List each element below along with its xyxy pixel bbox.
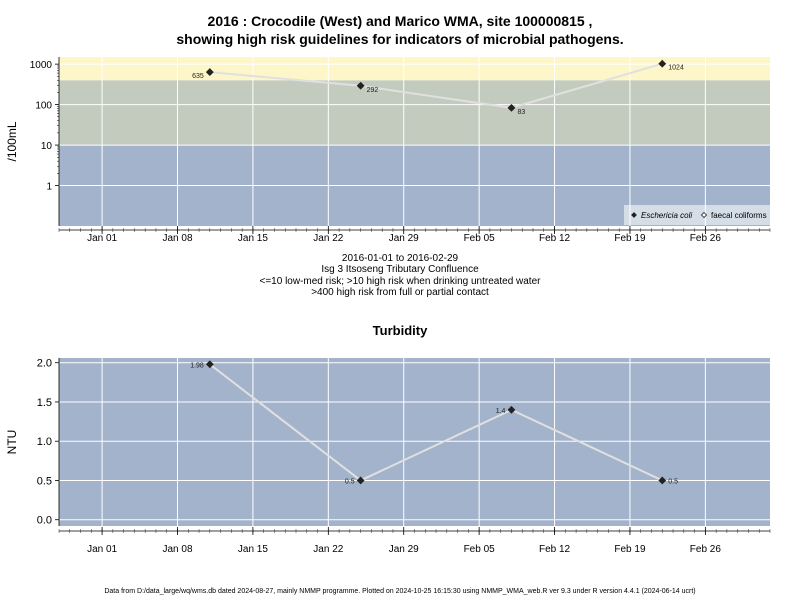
site-name-label: Isg 3 Itsoseng Tributary Confluence [321, 264, 479, 275]
x-tick-label: Feb 05 [464, 233, 496, 244]
risk-band-2 [59, 80, 770, 146]
data-label: 1024 [668, 65, 684, 72]
data-point [658, 476, 667, 485]
data-point [507, 103, 516, 112]
data-point [356, 81, 365, 90]
chart-title-line1: 2016 : Crocodile (West) and Marico WMA, … [207, 13, 593, 29]
date-range-label: 2016-01-01 to 2016-02-29 [341, 253, 459, 264]
y-tick-label: 10 [41, 141, 53, 152]
x-tick-label: Feb 19 [614, 544, 646, 555]
x-tick-label: Jan 29 [389, 233, 419, 244]
y-tick-label: 1.0 [37, 436, 52, 448]
y-tick-label: 1000 [30, 60, 53, 71]
risk-guideline-label-1: <=10 low-med risk; >10 high risk when dr… [259, 276, 541, 287]
x-tick-label: Jan 22 [313, 544, 343, 555]
data-point [205, 68, 214, 77]
data-label: 1.4 [496, 408, 506, 415]
x-tick-label: Jan 08 [162, 544, 192, 555]
risk-band-3 [59, 57, 770, 81]
data-point [356, 476, 365, 485]
turbidity-title: Turbidity [372, 323, 428, 338]
y-tick-label: 2.0 [37, 358, 52, 370]
data-point [205, 360, 214, 369]
legend-box [624, 205, 770, 225]
x-tick-label: Feb 19 [614, 233, 646, 244]
chart-title-line2: showing high risk guidelines for indicat… [176, 31, 624, 47]
x-tick-label: Feb 05 [464, 544, 496, 555]
y-tick-label: 0.0 [37, 515, 52, 527]
data-label: 0.5 [668, 478, 678, 485]
series-line [209, 62, 663, 109]
y-axis-title: /100mL [5, 121, 19, 161]
x-tick-label: Jan 01 [87, 544, 117, 555]
x-tick-label: Jan 15 [238, 544, 268, 555]
y-tick-label: 1.5 [37, 397, 52, 409]
x-tick-label: Jan 29 [389, 544, 419, 555]
x-tick-label: Jan 01 [87, 233, 117, 244]
data-point [507, 405, 516, 414]
legend-marker [700, 211, 708, 219]
data-label: 1.98 [190, 362, 204, 369]
y-tick-label: 1 [46, 182, 52, 193]
legend-label: Eschericia coli [641, 211, 692, 220]
legend-marker [631, 212, 637, 218]
data-point [658, 59, 667, 68]
data-label: 292 [367, 87, 379, 94]
y-tick-label: 100 [35, 101, 52, 112]
footer-note: Data from D:/data_large/wq/wms.db dated … [104, 588, 696, 595]
x-tick-label: Jan 08 [162, 233, 192, 244]
risk-guideline-label-2: >400 high risk from full or partial cont… [311, 287, 489, 298]
data-label: 83 [517, 109, 525, 116]
risk-band-1 [59, 358, 770, 526]
y-tick-label: 0.5 [37, 475, 52, 487]
x-tick-label: Feb 26 [690, 544, 722, 555]
data-label: 0.5 [345, 478, 355, 485]
x-tick-label: Jan 15 [238, 233, 268, 244]
x-tick-label: Feb 12 [539, 544, 571, 555]
legend-label: faecal coliforms [711, 211, 767, 220]
x-tick-label: Feb 12 [539, 233, 571, 244]
x-tick-label: Feb 26 [690, 233, 722, 244]
x-tick-label: Jan 22 [313, 233, 343, 244]
data-label: 635 [192, 73, 204, 80]
series-line [209, 363, 663, 482]
y-axis-title: NTU [5, 430, 19, 455]
